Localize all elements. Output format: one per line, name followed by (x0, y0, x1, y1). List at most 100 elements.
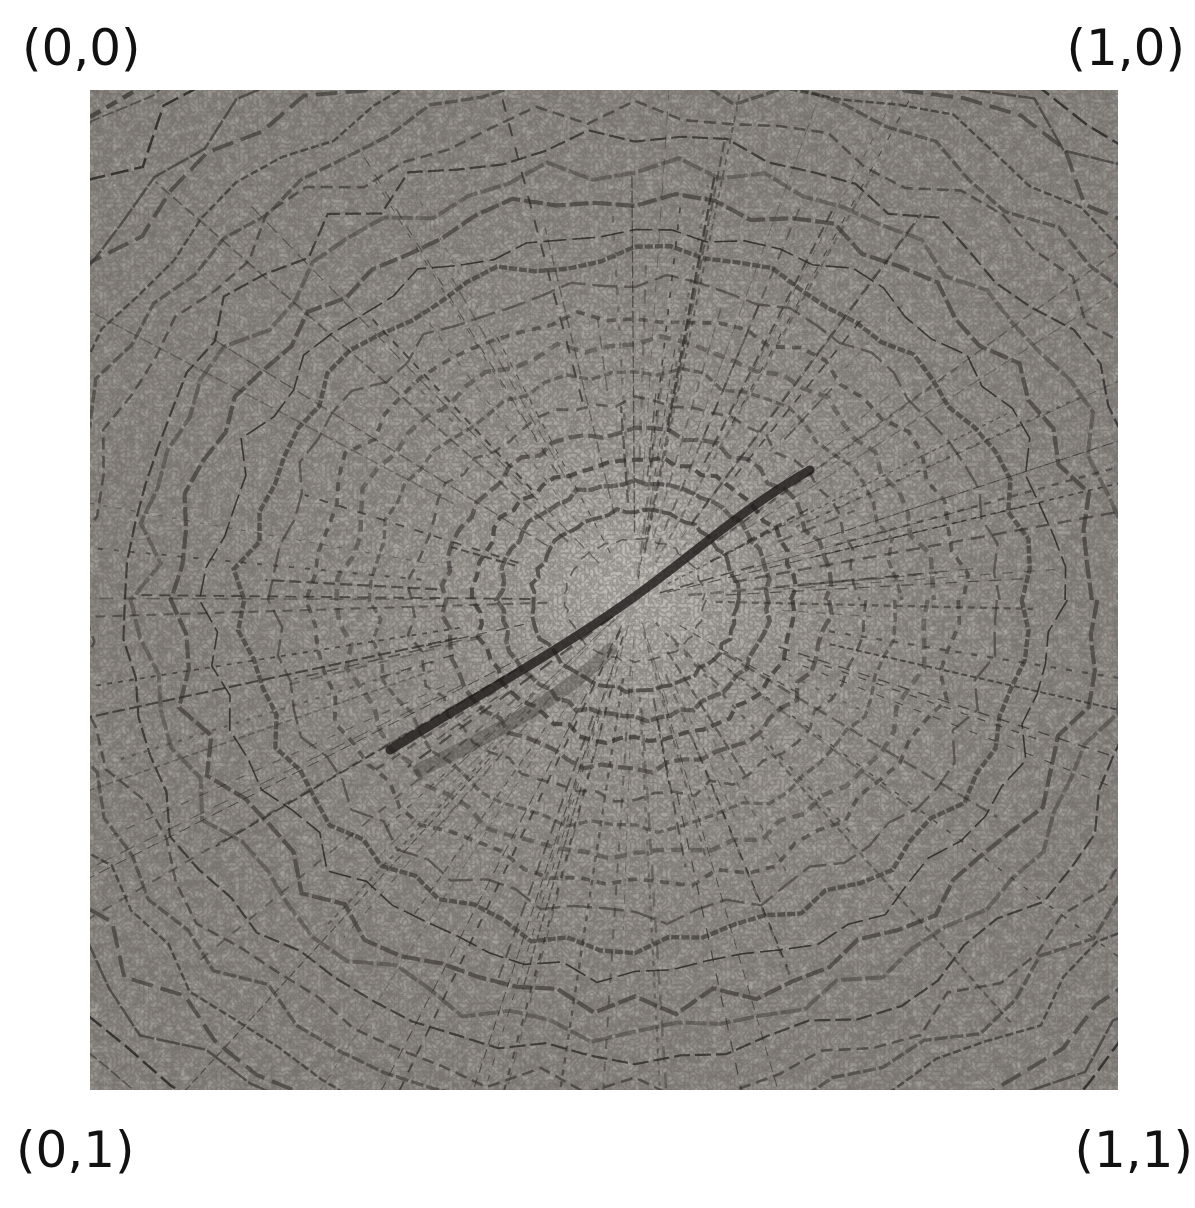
radial-crack (649, 198, 682, 467)
radial-crack (619, 406, 630, 503)
growth-ring (90, 99, 1118, 1090)
growth-ring (90, 90, 1118, 1090)
radial-crack (643, 93, 741, 554)
radial-crack (828, 630, 1118, 680)
radial-crack (637, 346, 676, 580)
growth-ring (529, 507, 741, 695)
growth-ring (493, 477, 773, 724)
radial-crack (704, 725, 787, 872)
radial-crack (90, 310, 454, 505)
radial-crack (642, 632, 707, 858)
radial-crack (374, 690, 497, 772)
radial-crack (140, 594, 531, 600)
radial-crack (652, 300, 724, 539)
radial-crack (450, 545, 516, 567)
corner-label-top-left: (0,0) (22, 19, 141, 77)
radial-crack (680, 220, 918, 539)
radial-crack (385, 692, 534, 828)
radial-crack (640, 709, 668, 1090)
radial-crack (289, 637, 480, 686)
radial-crack (716, 365, 961, 543)
radial-crack (402, 372, 537, 505)
growth-ring (405, 394, 868, 803)
radial-crack (496, 715, 595, 982)
radial-crack (209, 336, 549, 547)
radial-crack (436, 696, 552, 829)
radial-crack (782, 568, 1055, 590)
radial-crack (623, 638, 634, 930)
radial-crack (783, 657, 1118, 790)
radial-crack (815, 482, 1118, 558)
radial-crack (679, 625, 804, 697)
main-crack (385, 465, 815, 755)
radial-crack (731, 90, 916, 424)
wood-crack-texture (90, 90, 1118, 1090)
radial-crack (415, 193, 572, 482)
radial-crack (90, 637, 458, 719)
radial-crack (596, 318, 609, 391)
radial-crack (184, 757, 491, 1090)
radial-crack (196, 698, 517, 964)
radial-crack (746, 505, 814, 543)
radial-crack (744, 289, 1118, 531)
radial-crack (398, 630, 622, 1090)
growth-ring (122, 129, 1118, 1066)
radial-crack (360, 150, 559, 475)
radial-crack (538, 636, 625, 898)
radial-crack (666, 502, 1041, 593)
radial-crack (638, 264, 648, 460)
radial-crack (506, 625, 629, 1090)
radial-crack (90, 646, 544, 879)
radial-crack (90, 502, 453, 569)
radial-crack (358, 615, 620, 878)
radial-crack (690, 213, 923, 525)
radial-crack (801, 440, 1118, 546)
radial-crack (643, 136, 727, 551)
radial-crack (725, 577, 1028, 596)
radial-crack (374, 654, 455, 680)
growth-ring (168, 191, 1100, 1017)
radial-crack (666, 650, 749, 780)
radial-crack (112, 685, 445, 836)
growth-ring (334, 334, 937, 861)
radial-crack (636, 356, 666, 578)
radial-crack (763, 744, 1013, 1025)
radial-crack (154, 180, 569, 543)
growth-ring (469, 455, 799, 746)
radial-crack (722, 652, 998, 819)
radial-crack (741, 506, 978, 572)
radial-crack (808, 380, 1118, 522)
radial-crack (90, 601, 548, 618)
growth-ring (90, 90, 1118, 1090)
growth-ring (231, 243, 1032, 956)
radial-crack (809, 567, 982, 585)
radial-crack (692, 389, 897, 555)
radial-crack (406, 615, 614, 769)
radial-crack (503, 690, 612, 1090)
radial-crack (732, 510, 1118, 584)
radial-crack (703, 207, 835, 464)
radial-crack (672, 301, 906, 559)
corner-label-bottom-left: (0,1) (16, 1121, 135, 1179)
radial-crack (781, 609, 872, 618)
growth-ring (439, 425, 835, 775)
growth-ring (198, 228, 1069, 984)
radial-crack (432, 618, 615, 790)
radial-crack (304, 494, 519, 564)
radial-crack (676, 793, 743, 1090)
radial-crack (646, 387, 658, 477)
radial-crack (425, 623, 525, 647)
growth-ring (266, 273, 1001, 926)
tree-stump-photo (90, 90, 1118, 1090)
corner-label-top-right: (1,0) (1066, 19, 1185, 77)
radial-crack (90, 669, 435, 792)
radial-crack (559, 677, 625, 1090)
growth-rings (90, 90, 1118, 1090)
radial-crack (693, 741, 788, 968)
radial-crack (368, 315, 533, 491)
radial-crack (265, 578, 438, 591)
radial-crack (645, 184, 710, 533)
radial-crack (778, 646, 1118, 759)
radial-crack (294, 634, 483, 680)
radial-crack (795, 394, 1084, 528)
